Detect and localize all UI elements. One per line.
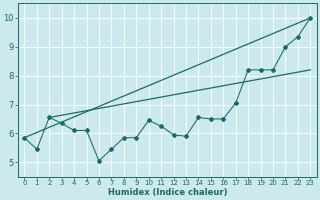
X-axis label: Humidex (Indice chaleur): Humidex (Indice chaleur) — [108, 188, 227, 197]
